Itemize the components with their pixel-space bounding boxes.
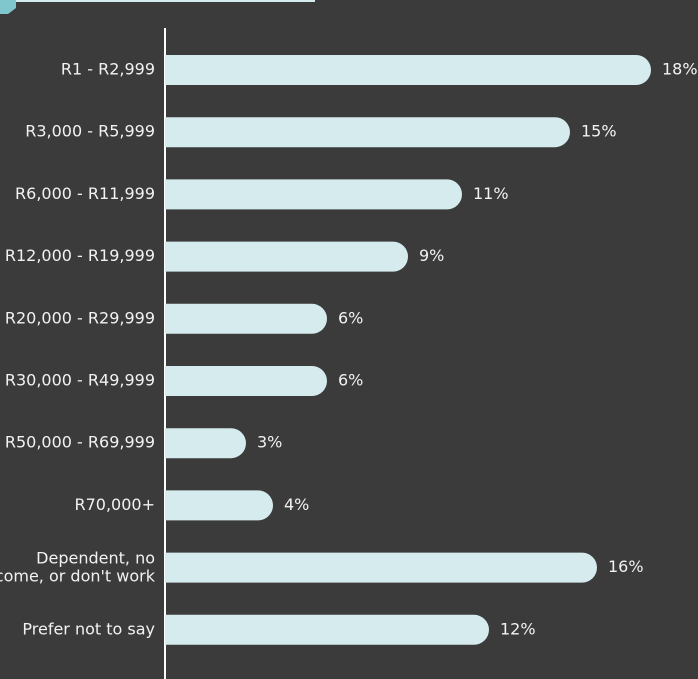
value-label: 6%: [338, 371, 363, 390]
corner-decoration: [0, 0, 16, 14]
value-label: 12%: [500, 619, 536, 638]
value-label: 18%: [662, 60, 698, 79]
top-rule: [0, 0, 315, 2]
bar: [165, 490, 273, 521]
category-label: R50,000 - R69,999: [5, 433, 155, 452]
category-label: R6,000 - R11,999: [15, 184, 155, 203]
category-label: R1 - R2,999: [61, 60, 155, 79]
category-label: Prefer not to say: [22, 619, 155, 638]
category-label: Dependent, noincome, or don't work: [0, 548, 156, 585]
value-label: 6%: [338, 308, 363, 327]
category-label: R12,000 - R19,999: [5, 246, 155, 265]
value-label: 3%: [257, 433, 282, 452]
bar: [165, 55, 651, 85]
value-label: 16%: [608, 557, 644, 576]
bar: [165, 241, 408, 272]
bar: [165, 366, 327, 396]
bar: [165, 303, 328, 334]
value-label: 15%: [581, 122, 617, 141]
bar: [165, 117, 571, 148]
category-label: R20,000 - R29,999: [5, 308, 155, 327]
category-label: R70,000+: [74, 495, 155, 514]
value-label: 4%: [284, 495, 309, 514]
value-label: 9%: [419, 246, 444, 265]
bar: [165, 428, 247, 459]
value-label: 11%: [473, 184, 509, 203]
bar: [165, 179, 463, 210]
bar: [165, 614, 490, 645]
category-label: R3,000 - R5,999: [25, 122, 155, 141]
bar: [165, 552, 598, 583]
category-label: R30,000 - R49,999: [5, 371, 155, 390]
